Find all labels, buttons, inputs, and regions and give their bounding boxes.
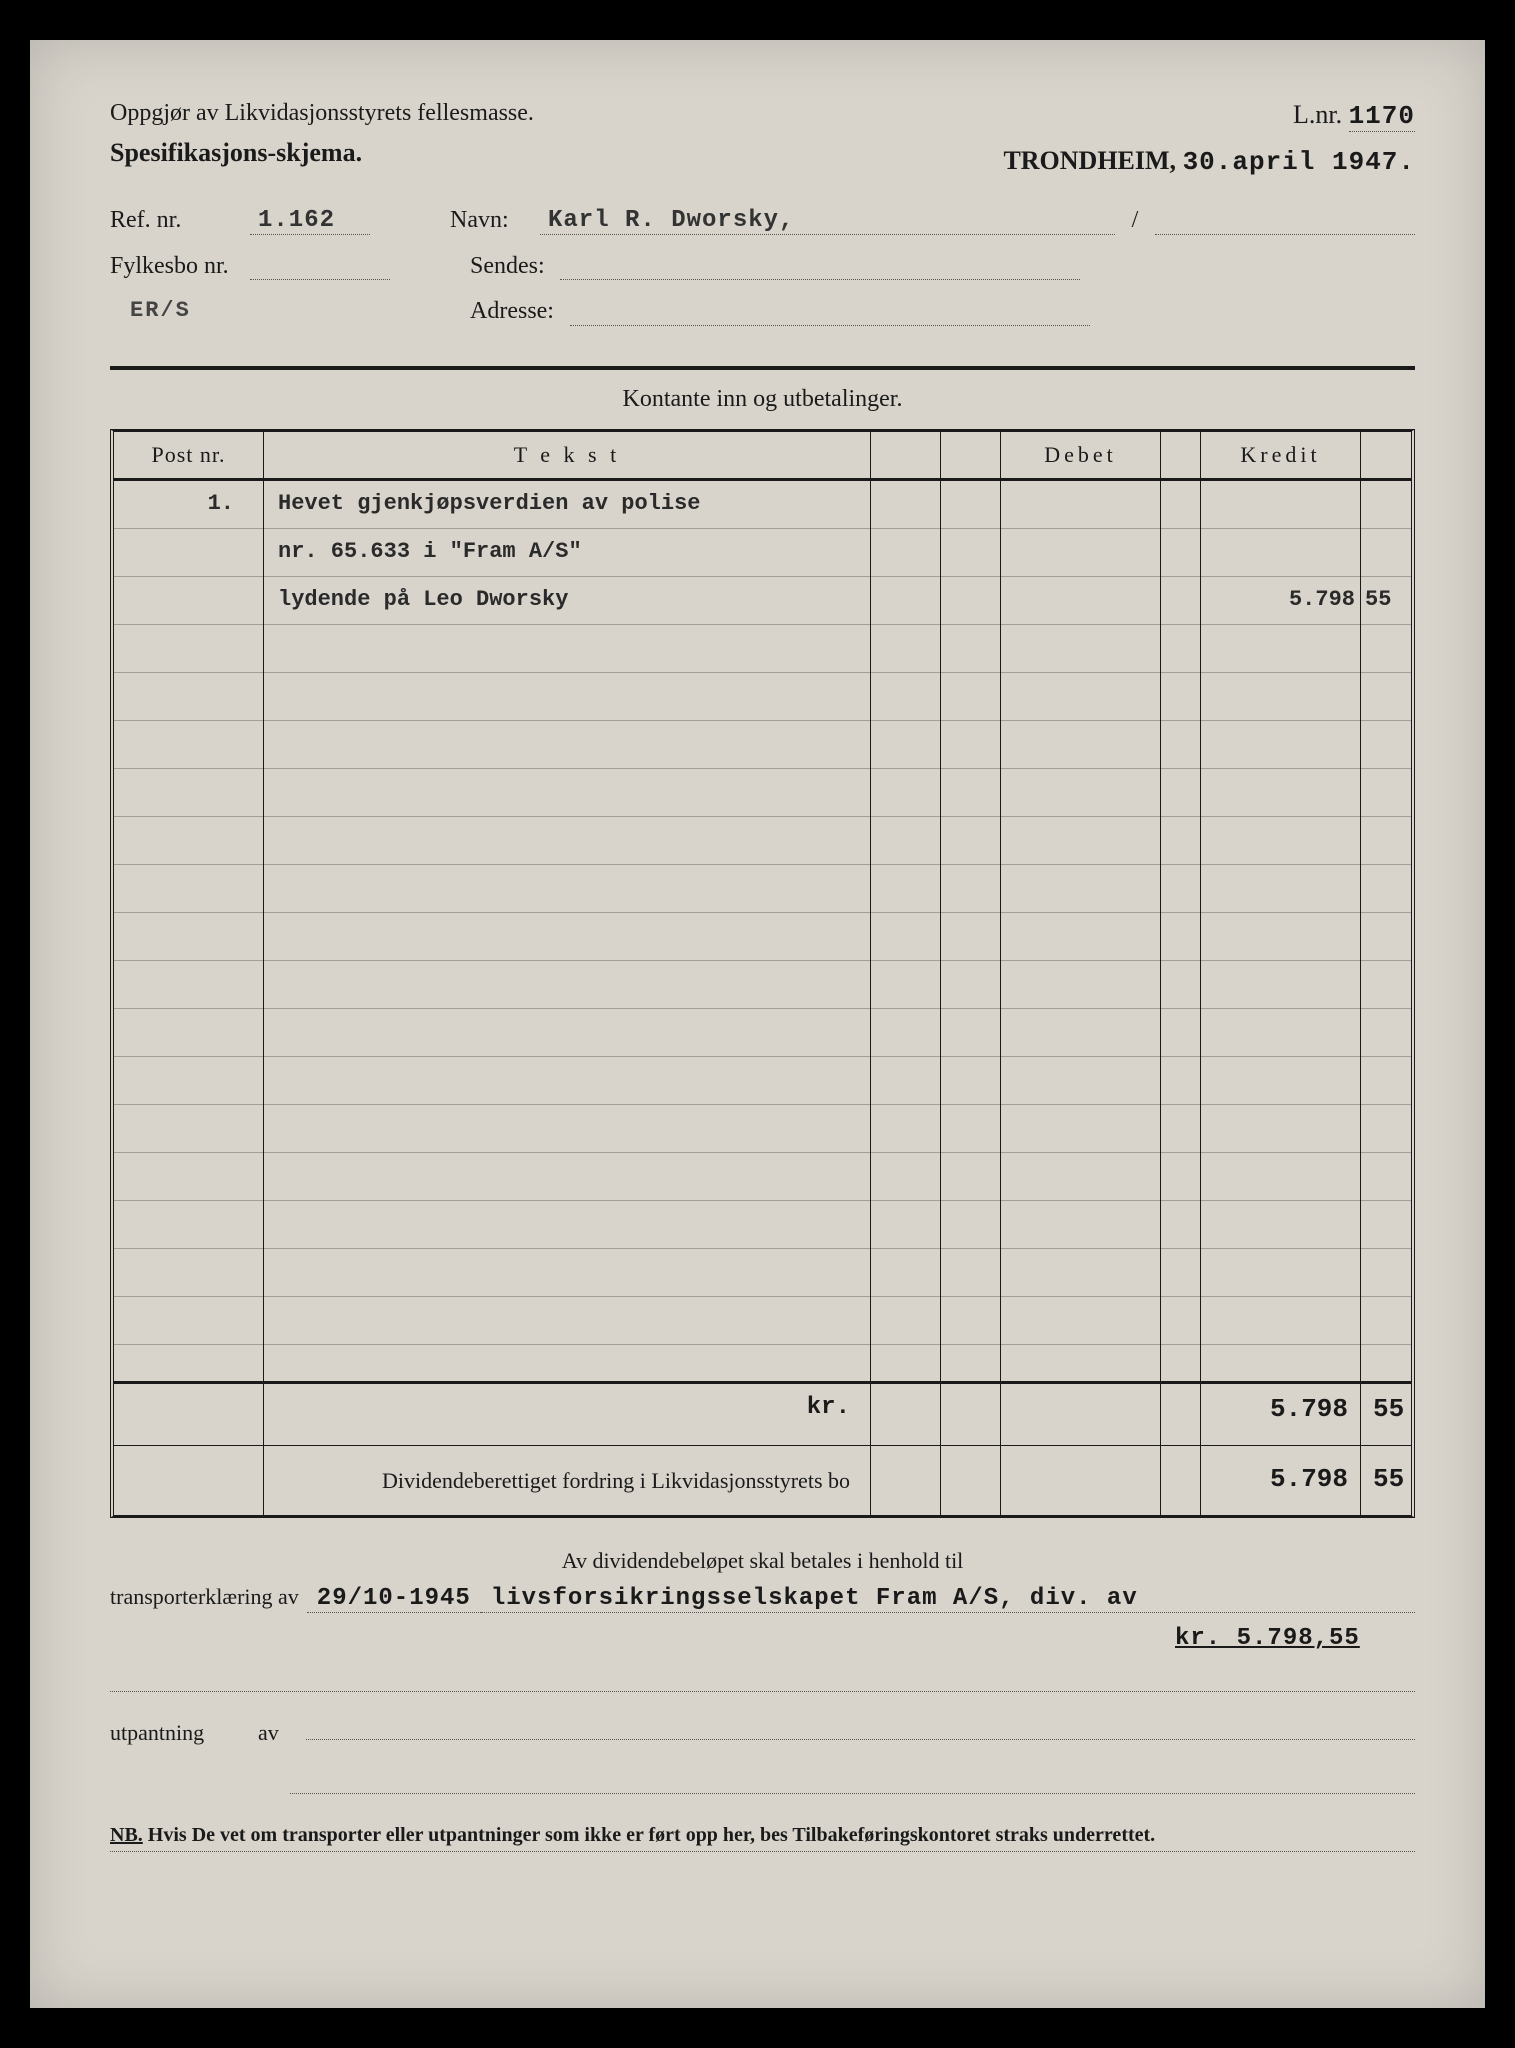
dividend-sub: 55	[1361, 1446, 1411, 1515]
ledger-total-row: kr. 5.798 55	[114, 1381, 1411, 1445]
utpant-label: utpantning	[110, 1720, 250, 1746]
col-ksub-header	[1361, 432, 1411, 478]
transport-label: transporterklæring av	[110, 1584, 299, 1610]
transport-row: transporterklæring av 29/10-1945 livsfor…	[110, 1584, 1415, 1613]
ledger-row: 1. Hevet gjenkjøpsverdien av polise	[114, 481, 1411, 529]
lnr-label: L.nr.	[1293, 100, 1342, 129]
col-dsub-header	[1161, 432, 1201, 478]
sendes-value	[560, 253, 1080, 280]
utpant-field-2	[290, 1770, 1415, 1794]
footer-title: Av dividendebeløpet skal betales i henho…	[110, 1548, 1415, 1574]
header-top: Oppgjør av Likvidasjonsstyrets fellesmas…	[110, 100, 1415, 132]
col-sub2-header	[941, 432, 1001, 478]
subref-adresse-row: ER/S x Adresse:	[110, 298, 1415, 326]
total-kr-label: kr.	[264, 1384, 871, 1445]
total-kr-sub: 55	[1361, 1384, 1411, 1445]
entry-text-line3: lydende på Leo Dworsky	[264, 577, 871, 625]
col-debet-header: Debet	[1001, 432, 1161, 478]
document-page: Oppgjør av Likvidasjonsstyrets fellesmas…	[30, 40, 1485, 2008]
nb-text: Hvis De vet om transporter eller utpantn…	[148, 1824, 1155, 1846]
entry-kredit-main: 5.798	[1201, 577, 1361, 625]
ledger-body: 1. Hevet gjenkjøpsverdien av polise nr. …	[114, 481, 1411, 1381]
blank-line	[110, 1662, 1415, 1692]
total-kr-main: 5.798	[1201, 1384, 1361, 1445]
transport-date: 29/10-1945	[307, 1585, 481, 1613]
lnr-field: L.nr. 1170	[1293, 100, 1415, 132]
location-label: TRONDHEIM,	[1003, 146, 1176, 175]
navn-label: Navn:	[450, 207, 540, 235]
utpantning-row-2	[110, 1770, 1415, 1794]
navn-extra	[1155, 207, 1415, 235]
ref-value: 1.162	[250, 207, 370, 235]
entry-text-line1: Hevet gjenkjøpsverdien av polise	[264, 481, 871, 529]
transport-amount: kr. 5.798,55	[1165, 1625, 1415, 1652]
header-title: Oppgjør av Likvidasjonsstyrets fellesmas…	[110, 100, 534, 127]
ledger-header: Post nr. T e k s t Debet Kredit	[114, 432, 1411, 481]
sendes-label: Sendes:	[470, 253, 560, 280]
fylkesbo-value	[250, 253, 390, 280]
col-post-header: Post nr.	[114, 432, 264, 478]
av-label: av	[258, 1720, 298, 1746]
adresse-value	[570, 298, 1090, 326]
dividend-label: Dividendeberettiget fordring i Likvidasj…	[264, 1446, 871, 1515]
adresse-label: Adresse:	[470, 298, 570, 326]
ledger-table: Post nr. T e k s t Debet Kredit 1.	[110, 429, 1415, 1518]
col-kredit-header: Kredit	[1201, 432, 1361, 478]
utpant-field	[306, 1716, 1415, 1740]
info-block: Ref. nr. 1.162 Navn: Karl R. Dworsky, / …	[110, 207, 1415, 326]
fylkesbo-sendes-row: Fylkesbo nr. Sendes:	[110, 253, 1415, 280]
footer-block: Av dividendebeløpet skal betales i henho…	[110, 1548, 1415, 1852]
ledger-row: lydende på Leo Dworsky 5.798 55	[114, 577, 1411, 625]
transport-amount-row: kr. 5.798,55	[110, 1625, 1415, 1652]
fylkesbo-label: Fylkesbo nr.	[110, 253, 250, 280]
entry-kredit-sub: 55	[1361, 577, 1411, 625]
col-tekst-header: T e k s t	[264, 432, 871, 478]
utpantning-row: utpantning av	[110, 1716, 1415, 1746]
col-sub1-header	[871, 432, 941, 478]
nb-notice: NB. Hvis De vet om transporter eller utp…	[110, 1824, 1415, 1852]
entry-post: 1.	[114, 481, 264, 529]
ledger-row: nr. 65.633 i "Fram A/S"	[114, 529, 1411, 577]
nb-prefix: NB.	[110, 1824, 143, 1846]
section-title: Kontante inn og utbetalinger.	[110, 370, 1415, 429]
ledger-dividend-row: Dividendeberettiget fordring i Likvidasj…	[114, 1445, 1411, 1515]
transport-text: livsforsikringsselskapet Fram A/S, div. …	[481, 1585, 1415, 1613]
dividend-main: 5.798	[1201, 1446, 1361, 1515]
lnr-value: 1170	[1349, 101, 1415, 132]
ref-label: Ref. nr.	[110, 207, 250, 235]
date-value: 30.april 1947.	[1183, 147, 1415, 177]
entry-text-line2: nr. 65.633 i "Fram A/S"	[264, 529, 871, 577]
ref-navn-row: Ref. nr. 1.162 Navn: Karl R. Dworsky, /	[110, 207, 1415, 235]
navn-value: Karl R. Dworsky,	[540, 207, 1115, 235]
sub-ref: ER/S	[130, 298, 270, 326]
